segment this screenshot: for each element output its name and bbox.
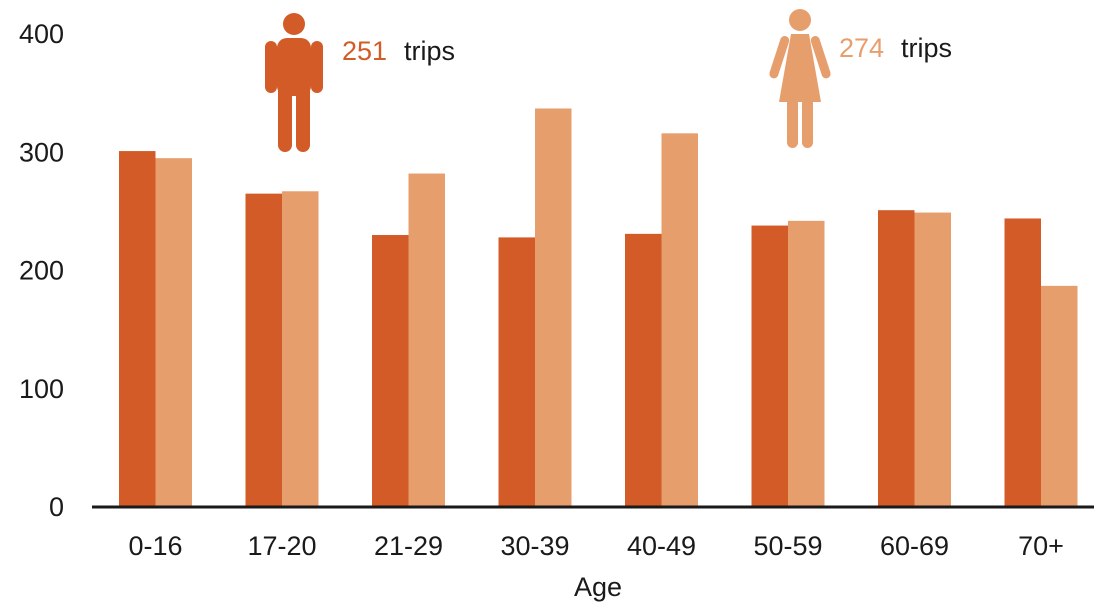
x-tick-label: 60-69 bbox=[880, 531, 949, 561]
bar-male-70+ bbox=[1004, 218, 1041, 507]
y-tick-label: 300 bbox=[19, 137, 64, 167]
female-trips-value: 274 bbox=[839, 33, 884, 63]
bar-female-50-59 bbox=[788, 220, 825, 507]
female-trips-unit: trips bbox=[901, 33, 952, 63]
bar-male-30-39 bbox=[498, 237, 535, 507]
x-tick-label: 70+ bbox=[1018, 531, 1064, 561]
x-tick-label: 21-29 bbox=[374, 531, 443, 561]
x-tick-label: 50-59 bbox=[753, 531, 822, 561]
bar-female-70+ bbox=[1041, 285, 1078, 507]
female-person-icon bbox=[769, 9, 831, 148]
female-annotation: 274 trips bbox=[769, 9, 952, 148]
bar-male-50-59 bbox=[751, 225, 788, 507]
bar-female-30-39 bbox=[535, 108, 572, 507]
male-trips-value: 251 bbox=[342, 36, 387, 66]
bar-male-0-16 bbox=[119, 151, 156, 507]
y-tick-label: 100 bbox=[19, 374, 64, 404]
x-axis-ticks: 0-16 17-20 21-29 30-39 40-49 50-59 60-69 70+ bbox=[128, 531, 1063, 561]
bar-male-17-20 bbox=[245, 193, 282, 507]
x-tick-label: 0-16 bbox=[128, 531, 182, 561]
bars bbox=[119, 108, 1078, 507]
bar-female-60-69 bbox=[914, 212, 951, 507]
bar-female-0-16 bbox=[155, 158, 192, 507]
x-tick-label: 17-20 bbox=[247, 531, 316, 561]
x-tick-label: 40-49 bbox=[627, 531, 696, 561]
bar-female-21-29 bbox=[408, 173, 445, 507]
male-person-icon bbox=[265, 13, 323, 152]
x-tick-label: 30-39 bbox=[500, 531, 569, 561]
male-annotation: 251 trips bbox=[265, 13, 455, 152]
bar-female-40-49 bbox=[661, 133, 698, 507]
bar-female-17-20 bbox=[282, 191, 319, 507]
y-tick-label: 200 bbox=[19, 256, 64, 286]
x-axis-label: Age bbox=[574, 572, 622, 602]
y-tick-label: 400 bbox=[19, 19, 64, 49]
bar-male-40-49 bbox=[625, 233, 662, 507]
y-tick-label: 0 bbox=[49, 492, 64, 522]
bar-male-21-29 bbox=[372, 235, 409, 507]
y-axis-ticks: 0 100 200 300 400 bbox=[19, 19, 64, 522]
male-trips-unit: trips bbox=[404, 36, 455, 66]
bar-male-60-69 bbox=[878, 210, 915, 507]
